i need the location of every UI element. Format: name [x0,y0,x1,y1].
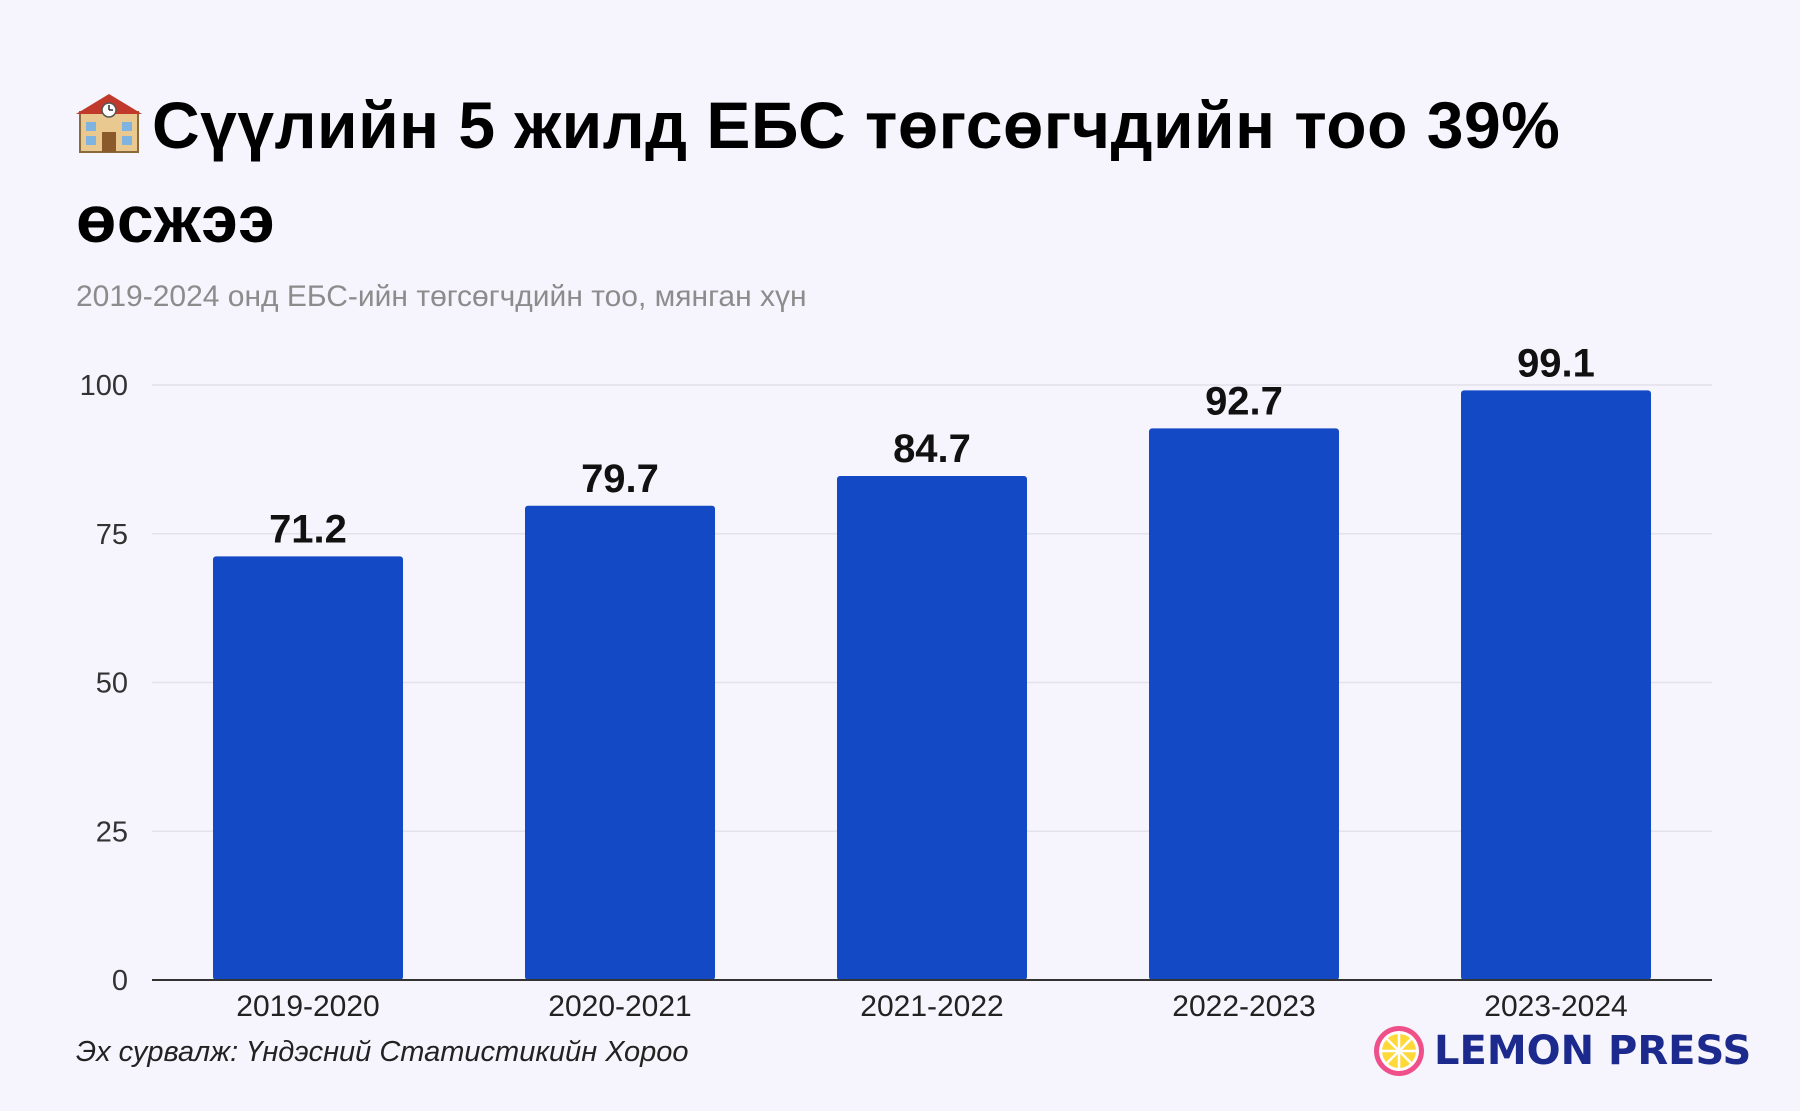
y-tick-label: 100 [80,370,128,402]
bar-2020-2021 [525,505,715,980]
x-tick-label: 2020-2021 [548,990,691,1023]
logo-text: LEMON PRESS [1434,1028,1752,1074]
data-label: 84.7 [893,427,971,471]
data-label: 99.1 [1517,341,1595,385]
chart-subtitle: 2019-2024 онд ЕБС-ийн төгсөгчдийн тоо, м… [76,280,807,313]
bars [213,390,1651,981]
bar-2022-2023 [1149,428,1339,980]
page-title-text: Сүүлийн 5 жилд ЕБС төгсөгчдийн тоо 39% ө… [76,88,1561,256]
y-tick-label: 0 [112,965,128,997]
y-tick-label: 25 [96,816,128,848]
x-tick-label: 2022-2023 [1172,990,1315,1023]
x-axis-ticks: 2019-2020 2020-2021 2021-2022 2022-2023 2023… [236,990,1627,1023]
data-labels: 71.2 79.7 84.7 92.7 99.1 [269,341,1595,551]
bar-2023-2024 [1461,390,1651,981]
source-note: Эх сурвалж: Үндэсний Статистикийн Хороо [76,1036,689,1068]
y-tick-label: 50 [96,668,128,700]
bar-2021-2022 [837,476,1027,980]
x-tick-label: 2021-2022 [860,990,1003,1023]
data-label: 71.2 [269,507,347,551]
data-label: 92.7 [1205,379,1283,423]
x-tick-label: 2023-2024 [1484,990,1627,1023]
y-tick-label: 75 [96,519,128,551]
data-label: 79.7 [581,457,659,501]
school-icon [76,94,142,153]
bar-2019-2020 [213,556,403,980]
page-title: Сүүлийн 5 жилд ЕБС төгсөгчдийн тоо 39% ө… [76,78,1756,266]
y-axis-ticks: 0 25 50 75 100 [80,370,128,997]
x-tick-label: 2019-2020 [236,990,379,1023]
lemon-icon [1374,1026,1424,1076]
brand-logo: LEMON PRESS [1372,1024,1751,1078]
